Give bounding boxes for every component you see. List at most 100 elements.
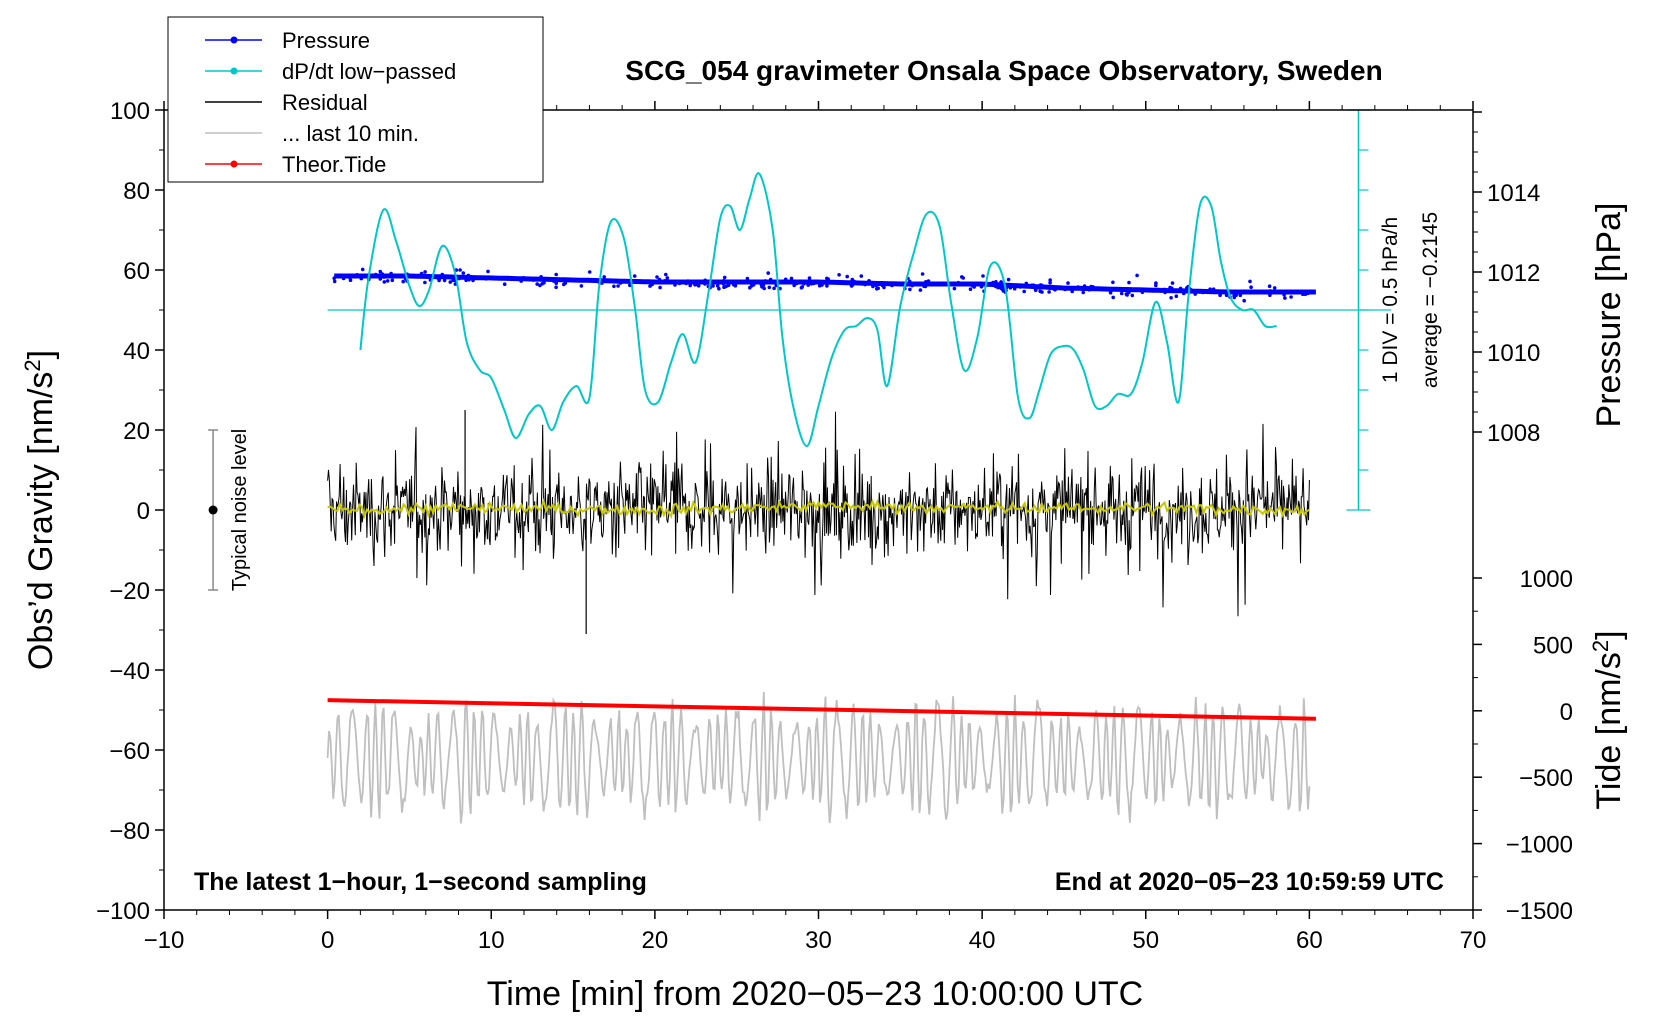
pressure-point <box>650 281 654 286</box>
pressure-point <box>766 271 770 275</box>
pressure-point <box>825 284 829 288</box>
pressure-point <box>1053 288 1057 292</box>
pressure-point <box>688 283 692 288</box>
pressure-point <box>1081 290 1085 295</box>
pressure-point <box>1040 290 1044 294</box>
pressure-point <box>587 270 592 274</box>
tide-axis-label: Tide [nm/s2] <box>1588 630 1628 809</box>
pressure-point <box>979 284 984 289</box>
pressure-point <box>664 272 668 277</box>
x-tick-label: 40 <box>969 927 996 954</box>
tide-label-sup: 2 <box>1588 640 1613 652</box>
pressure-point <box>437 278 441 283</box>
left-y-tick-label: 80 <box>123 178 150 205</box>
left-y-tick-label: −80 <box>109 818 150 845</box>
pressure-point <box>612 284 616 289</box>
left-y-tick-label: 100 <box>110 98 150 125</box>
tide-tick-label: 0 <box>1560 699 1573 726</box>
pressure-point <box>1012 286 1017 291</box>
pressure-point <box>558 278 562 282</box>
pressure-point <box>718 280 722 285</box>
chart-title: SCG_054 gravimeter Onsala Space Observat… <box>625 55 1382 86</box>
noise-level-label: Typical noise level <box>229 429 251 591</box>
pressure-point <box>442 278 447 283</box>
x-axis-label: Time [min] from 2020−05−23 10:00:00 UTC <box>487 975 1143 1013</box>
pressure-point <box>1108 290 1113 295</box>
pressure-point <box>1048 286 1052 291</box>
pressure-point <box>1174 294 1179 299</box>
pressure-point <box>1170 281 1175 285</box>
pressure-point <box>994 284 998 289</box>
x-tick-label: 10 <box>478 927 505 954</box>
pressure-point <box>458 268 462 272</box>
left-y-tick-label: 20 <box>123 418 150 445</box>
pressure-point <box>1001 289 1006 293</box>
pressure-point <box>1289 295 1293 299</box>
pressure-point <box>1048 280 1052 285</box>
pressure-point <box>1047 290 1051 294</box>
pressure-point <box>1033 287 1038 291</box>
pressure-point <box>1282 293 1286 297</box>
x-tick-label: 70 <box>1460 927 1487 954</box>
pressure-point <box>616 284 620 288</box>
pressure-point <box>542 280 546 285</box>
pressure-point <box>382 280 387 284</box>
pressure-point <box>1030 283 1034 288</box>
pressure-point <box>1008 285 1013 290</box>
pressure-point <box>664 280 669 285</box>
pressure-point <box>1126 289 1131 294</box>
pressure-point <box>897 281 902 286</box>
pressure-point <box>519 279 523 283</box>
pressure-point <box>659 280 664 285</box>
pressure-point <box>845 274 849 279</box>
residual-series <box>327 411 1310 617</box>
pressure-point <box>1170 286 1174 291</box>
pressure-point <box>395 273 400 278</box>
pressure-point <box>355 273 360 277</box>
x-tick-label: 0 <box>321 927 334 954</box>
x-tick-label: −10 <box>144 927 185 954</box>
pressure-point <box>994 280 998 284</box>
pressure-point <box>632 274 637 278</box>
pressure-point <box>745 276 750 281</box>
pressure-point <box>1306 291 1310 296</box>
pressure-point <box>890 283 894 288</box>
tide-tick-label: 1000 <box>1520 566 1573 593</box>
pressure-point <box>554 281 558 286</box>
pressure-point <box>521 276 526 280</box>
pressure-point <box>673 283 677 287</box>
left-y-axis-label: Obs’d Gravity [nm/s2] <box>20 350 60 670</box>
dpdt-series <box>359 172 1277 447</box>
left-y-tick-label: −40 <box>109 658 150 685</box>
legend-marker-0 <box>230 36 238 44</box>
pressure-point <box>1048 278 1052 282</box>
pressure-point <box>1036 285 1041 290</box>
left-y-tick-label: 40 <box>123 338 150 365</box>
pressure-point <box>748 285 752 290</box>
pressure-point <box>348 278 353 283</box>
pressure-point <box>711 284 715 288</box>
left-y-tick-label: −60 <box>109 738 150 765</box>
legend-label-1: dP/dt low−passed <box>282 59 456 84</box>
pressure-point <box>987 282 991 287</box>
pressure-point <box>1234 293 1238 298</box>
pressure-point <box>378 269 383 274</box>
pressure-point <box>772 279 777 284</box>
tide-tick-label: −1500 <box>1506 898 1573 925</box>
pressure-point <box>722 279 726 283</box>
pressure-point <box>1087 287 1092 292</box>
tide-tick-label: −1000 <box>1506 832 1573 859</box>
pressure-point <box>341 276 346 281</box>
pressure-point <box>448 280 453 284</box>
pressure-point <box>552 279 556 283</box>
pressure-point <box>1154 281 1158 285</box>
pressure-point <box>539 275 543 279</box>
pressure-point <box>486 269 490 274</box>
pressure-point <box>372 274 377 279</box>
pressure-point <box>772 286 776 291</box>
pressure-point <box>968 287 973 292</box>
pressure-point <box>385 279 390 283</box>
pressure-point <box>1152 288 1156 293</box>
pressure-point <box>703 278 707 283</box>
